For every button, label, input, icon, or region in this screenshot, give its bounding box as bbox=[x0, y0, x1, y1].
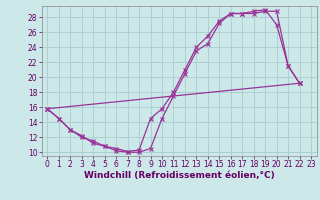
X-axis label: Windchill (Refroidissement éolien,°C): Windchill (Refroidissement éolien,°C) bbox=[84, 171, 275, 180]
